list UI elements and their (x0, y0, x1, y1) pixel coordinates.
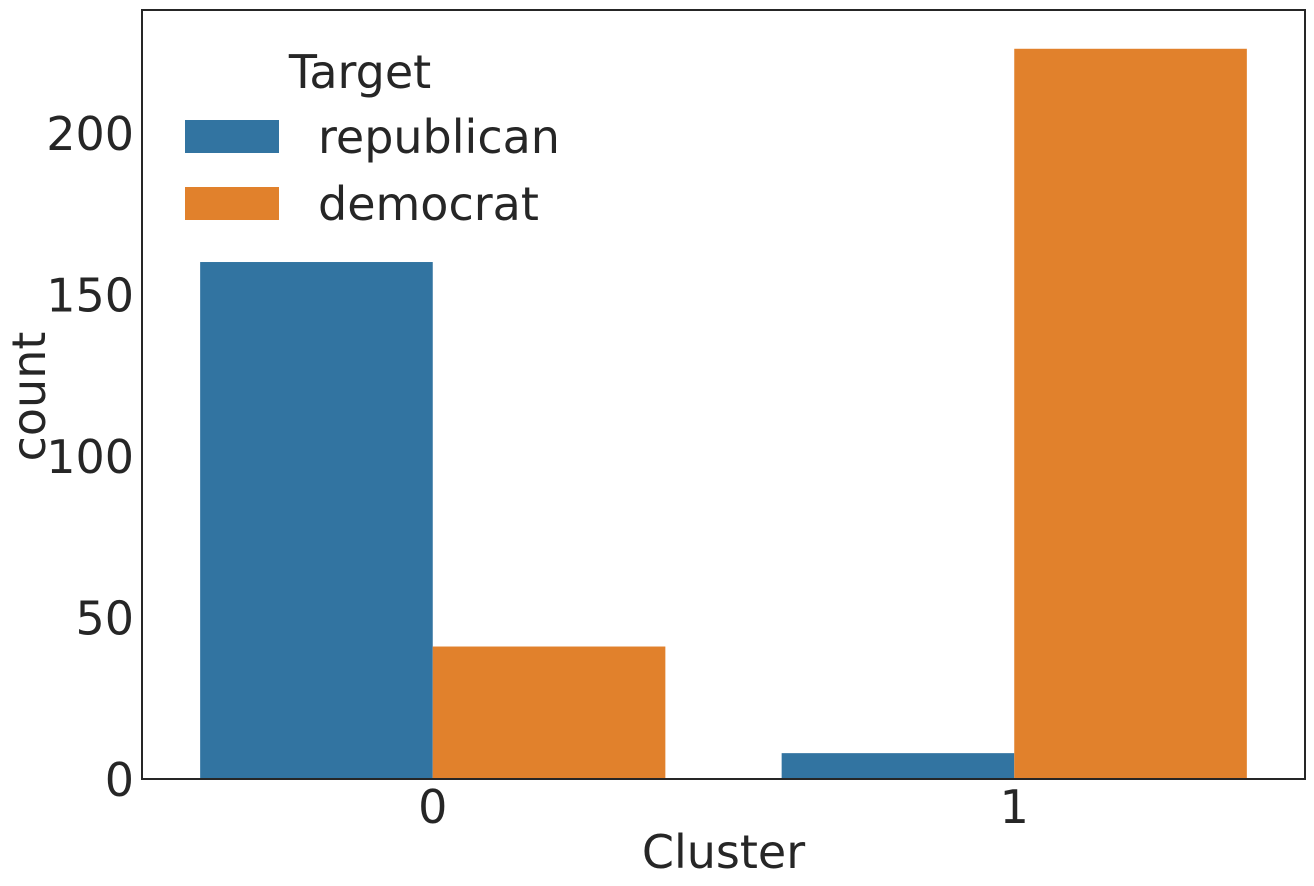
y-axis-label: count (2, 332, 56, 462)
y-tick-label: 100 (46, 430, 134, 484)
bar-democrat-cluster-0 (432, 646, 666, 779)
bar-republican-cluster-0 (200, 262, 433, 779)
y-tick-label: 0 (105, 753, 134, 807)
plot-frame (141, 9, 1306, 780)
legend-label-republican: republican (318, 110, 560, 164)
x-axis-label: Cluster (642, 825, 805, 879)
y-tick-label: 150 (46, 268, 134, 322)
y-tick-label: 50 (75, 591, 134, 645)
bar-democrat-cluster-1 (1014, 48, 1247, 779)
bar-republican-cluster-1 (781, 753, 1015, 779)
legend: Target republican democrat (185, 45, 560, 231)
x-tick-label: 1 (1000, 780, 1029, 834)
y-tick-label: 200 (46, 107, 134, 161)
legend-label-democrat: democrat (318, 177, 539, 231)
legend-title: Target (288, 45, 431, 99)
legend-swatch-republican (185, 120, 279, 153)
x-tick-label: 0 (418, 780, 447, 834)
y-ticks-group: 0 50 100 150 200 (46, 107, 134, 807)
bars-group (200, 48, 1247, 779)
legend-swatch-democrat (185, 187, 279, 220)
